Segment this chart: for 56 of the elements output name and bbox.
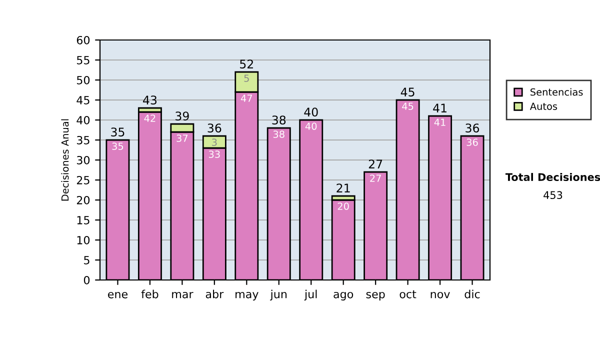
total-label: 38 [272, 116, 286, 125]
y-tick-label: 55 [76, 56, 90, 64]
y-tick-label: 20 [76, 196, 90, 204]
legend-label: Autos [530, 102, 558, 110]
y-axis-title: Decisiones Anual [61, 119, 69, 201]
data-label: 38 [273, 130, 284, 138]
total-label: 45 [400, 88, 414, 97]
total-label: 39 [176, 112, 189, 121]
x-tick-label: jul [304, 290, 317, 300]
y-tick-label: 60 [76, 36, 90, 44]
x-tick-label: jun [270, 290, 287, 300]
text: 453 [544, 191, 562, 200]
data-label: 3 [212, 138, 217, 146]
y-tick-label: 40 [76, 116, 90, 124]
text: Total Decisiones [505, 172, 600, 182]
data-label: 45 [402, 102, 414, 110]
data-label: 41 [434, 118, 446, 126]
data-label: 47 [240, 94, 252, 102]
total-label: 36 [208, 124, 222, 133]
y-tick-label: 30 [76, 156, 90, 164]
data-label: 36 [466, 138, 478, 146]
total-label: 35 [111, 128, 124, 137]
y-tick-label: 35 [76, 136, 90, 144]
data-label: 33 [208, 150, 220, 158]
data-label: 42 [144, 114, 156, 122]
x-tick-label: ene [108, 292, 128, 298]
total-label: 40 [304, 108, 318, 117]
x-tick-label: may [236, 292, 258, 300]
y-tick-label: 5 [84, 256, 90, 264]
total-label: 21 [336, 184, 350, 192]
data-label: 37 [176, 134, 188, 142]
data-label: 27 [370, 174, 381, 182]
data-label: 20 [338, 202, 349, 210]
y-tick-label: 0 [84, 276, 90, 284]
y-tick-label: 50 [76, 76, 90, 84]
total-label: 27 [368, 160, 382, 168]
total-label: 36 [466, 124, 480, 133]
x-tick-label: oct [400, 290, 416, 298]
y-tick-label: 10 [77, 236, 90, 244]
x-tick-label: sep [366, 292, 385, 300]
x-tick-label: mar [172, 292, 194, 298]
x-tick-label: ago [334, 292, 354, 300]
data-label: 35 [112, 142, 124, 150]
y-tick-label: 15 [77, 216, 90, 224]
x-tick-label: feb [141, 290, 158, 298]
x-tick-label: nov [430, 292, 450, 298]
y-tick-label: 45 [76, 96, 90, 104]
legend-label: Sentencias [530, 88, 583, 96]
total-label: 43 [143, 96, 157, 105]
total-label: 52 [240, 60, 253, 69]
y-tick-label: 25 [76, 176, 90, 184]
x-tick-label: dic [464, 290, 480, 298]
data-label: 40 [305, 122, 317, 130]
x-tick-label: abr [206, 290, 224, 298]
data-label: 5 [244, 74, 249, 82]
total-label: 41 [433, 104, 446, 112]
